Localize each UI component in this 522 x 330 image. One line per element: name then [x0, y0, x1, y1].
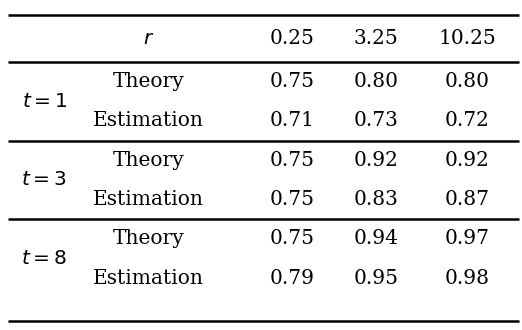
Text: $t=1$: $t=1$ — [21, 92, 67, 111]
Text: 0.94: 0.94 — [353, 229, 398, 248]
Text: 0.73: 0.73 — [353, 112, 398, 130]
Text: 0.71: 0.71 — [270, 112, 315, 130]
Text: 0.75: 0.75 — [270, 151, 315, 170]
Text: 0.95: 0.95 — [353, 269, 398, 287]
Text: 0.75: 0.75 — [270, 190, 315, 209]
Text: 0.75: 0.75 — [270, 72, 315, 91]
Text: 0.72: 0.72 — [445, 112, 490, 130]
Text: 0.83: 0.83 — [353, 190, 398, 209]
Text: 0.25: 0.25 — [270, 29, 315, 48]
Text: 0.92: 0.92 — [353, 151, 398, 170]
Text: 0.92: 0.92 — [445, 151, 490, 170]
Text: 10.25: 10.25 — [438, 29, 496, 48]
Text: 3.25: 3.25 — [353, 29, 398, 48]
Text: $t=3$: $t=3$ — [21, 170, 67, 189]
Text: 0.87: 0.87 — [445, 190, 490, 209]
Text: 0.98: 0.98 — [445, 269, 490, 287]
Text: $r$: $r$ — [143, 29, 155, 48]
Text: Estimation: Estimation — [93, 190, 204, 209]
Text: 0.79: 0.79 — [270, 269, 315, 287]
Text: Estimation: Estimation — [93, 112, 204, 130]
Text: Theory: Theory — [113, 229, 185, 248]
Text: 0.80: 0.80 — [353, 72, 398, 91]
Text: Estimation: Estimation — [93, 269, 204, 287]
Text: Theory: Theory — [113, 72, 185, 91]
Text: 0.97: 0.97 — [445, 229, 490, 248]
Text: 0.75: 0.75 — [270, 229, 315, 248]
Text: Theory: Theory — [113, 151, 185, 170]
Text: 0.80: 0.80 — [445, 72, 490, 91]
Text: $t=8$: $t=8$ — [21, 249, 67, 268]
